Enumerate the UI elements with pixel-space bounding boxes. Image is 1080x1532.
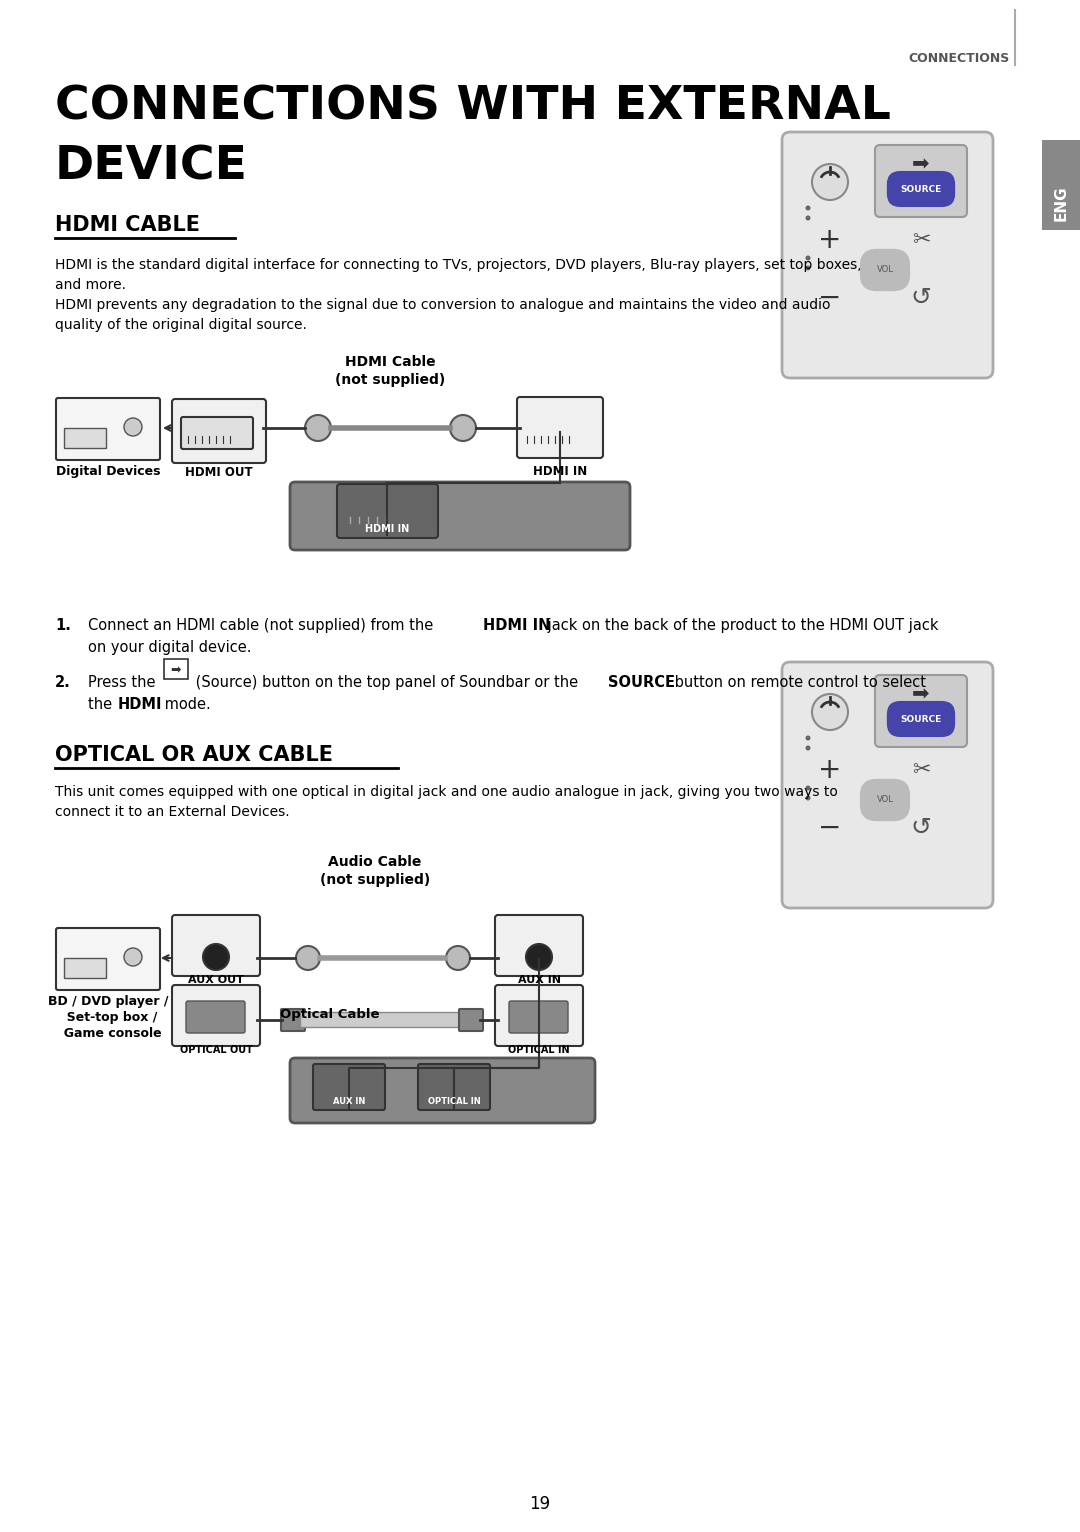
FancyBboxPatch shape bbox=[509, 1000, 568, 1033]
Text: mode.: mode. bbox=[160, 697, 211, 712]
Circle shape bbox=[124, 948, 141, 967]
Text: 19: 19 bbox=[529, 1495, 551, 1514]
FancyBboxPatch shape bbox=[64, 958, 106, 977]
FancyBboxPatch shape bbox=[517, 397, 603, 458]
FancyBboxPatch shape bbox=[172, 915, 260, 976]
Text: the: the bbox=[87, 697, 117, 712]
Text: SOURCE: SOURCE bbox=[901, 714, 942, 723]
FancyBboxPatch shape bbox=[875, 146, 967, 218]
Circle shape bbox=[446, 945, 470, 970]
Text: button on remote control to select: button on remote control to select bbox=[670, 676, 926, 689]
Text: OPTICAL OUT: OPTICAL OUT bbox=[179, 1045, 253, 1056]
Text: 2.: 2. bbox=[55, 676, 71, 689]
Text: HDMI is the standard digital interface for connecting to TVs, projectors, DVD pl: HDMI is the standard digital interface f… bbox=[55, 257, 862, 332]
Text: AUX OUT: AUX OUT bbox=[188, 974, 244, 985]
Text: DEVICE: DEVICE bbox=[55, 146, 248, 190]
Text: +: + bbox=[819, 755, 841, 784]
Circle shape bbox=[806, 256, 810, 260]
Text: −: − bbox=[819, 283, 841, 313]
FancyBboxPatch shape bbox=[291, 483, 630, 550]
FancyBboxPatch shape bbox=[782, 132, 993, 378]
Circle shape bbox=[806, 786, 810, 791]
Text: CONNECTIONS WITH EXTERNAL: CONNECTIONS WITH EXTERNAL bbox=[55, 84, 891, 130]
Text: CONNECTIONS: CONNECTIONS bbox=[908, 52, 1010, 64]
FancyBboxPatch shape bbox=[418, 1065, 490, 1111]
Circle shape bbox=[305, 415, 330, 441]
Text: HDMI IN: HDMI IN bbox=[532, 466, 588, 478]
FancyBboxPatch shape bbox=[495, 915, 583, 976]
Circle shape bbox=[526, 944, 552, 970]
Text: ➡: ➡ bbox=[171, 665, 181, 677]
Text: −: − bbox=[819, 813, 841, 843]
Text: Audio Cable
(not supplied): Audio Cable (not supplied) bbox=[320, 855, 430, 887]
Circle shape bbox=[806, 216, 810, 221]
Text: 1.: 1. bbox=[55, 617, 71, 633]
FancyBboxPatch shape bbox=[337, 484, 438, 538]
Text: This unit comes equipped with one optical in digital jack and one audio analogue: This unit comes equipped with one optica… bbox=[55, 784, 838, 820]
Text: HDMI IN: HDMI IN bbox=[483, 617, 551, 633]
Circle shape bbox=[806, 746, 810, 751]
Text: ↺: ↺ bbox=[910, 286, 931, 309]
Circle shape bbox=[806, 735, 810, 740]
Text: ENG: ENG bbox=[1053, 185, 1068, 221]
Text: VOL: VOL bbox=[877, 265, 893, 274]
Text: BD / DVD player /
  Set-top box /
  Game console: BD / DVD player / Set-top box / Game con… bbox=[48, 994, 168, 1040]
Text: ➡: ➡ bbox=[913, 155, 930, 175]
Text: HDMI CABLE: HDMI CABLE bbox=[55, 214, 200, 234]
FancyBboxPatch shape bbox=[495, 985, 583, 1046]
Text: OPTICAL IN: OPTICAL IN bbox=[428, 1097, 481, 1106]
FancyBboxPatch shape bbox=[1042, 139, 1080, 230]
Text: ↺: ↺ bbox=[910, 817, 931, 840]
Text: HDMI Cable
(not supplied): HDMI Cable (not supplied) bbox=[335, 355, 445, 388]
Text: on your digital device.: on your digital device. bbox=[87, 640, 252, 656]
FancyBboxPatch shape bbox=[186, 1000, 245, 1033]
Text: VOL: VOL bbox=[877, 795, 893, 804]
Circle shape bbox=[812, 694, 848, 731]
Text: ✂: ✂ bbox=[912, 230, 930, 250]
Text: +: + bbox=[819, 227, 841, 254]
Text: HDMI IN: HDMI IN bbox=[365, 524, 409, 535]
FancyBboxPatch shape bbox=[64, 427, 106, 447]
FancyBboxPatch shape bbox=[181, 417, 253, 449]
FancyBboxPatch shape bbox=[782, 662, 993, 908]
Text: ➡: ➡ bbox=[913, 683, 930, 705]
Circle shape bbox=[806, 205, 810, 210]
FancyBboxPatch shape bbox=[875, 676, 967, 748]
FancyBboxPatch shape bbox=[172, 398, 266, 463]
Text: SOURCE: SOURCE bbox=[608, 676, 675, 689]
FancyBboxPatch shape bbox=[300, 1013, 460, 1026]
FancyBboxPatch shape bbox=[172, 985, 260, 1046]
FancyBboxPatch shape bbox=[56, 398, 160, 460]
FancyBboxPatch shape bbox=[281, 1010, 305, 1031]
Text: SOURCE: SOURCE bbox=[901, 184, 942, 193]
Text: Digital Devices: Digital Devices bbox=[56, 466, 160, 478]
Text: AUX IN: AUX IN bbox=[517, 974, 561, 985]
Text: ✂: ✂ bbox=[912, 760, 930, 780]
FancyBboxPatch shape bbox=[164, 659, 188, 679]
Text: jack on the back of the product to the HDMI OUT jack: jack on the back of the product to the H… bbox=[543, 617, 939, 633]
Circle shape bbox=[124, 418, 141, 437]
Text: HDMI OUT: HDMI OUT bbox=[185, 466, 253, 480]
Text: OPTICAL OR AUX CABLE: OPTICAL OR AUX CABLE bbox=[55, 745, 333, 764]
Circle shape bbox=[812, 164, 848, 201]
Circle shape bbox=[450, 415, 476, 441]
Circle shape bbox=[806, 795, 810, 801]
Circle shape bbox=[203, 944, 229, 970]
Text: HDMI: HDMI bbox=[118, 697, 162, 712]
Text: Press the: Press the bbox=[87, 676, 160, 689]
FancyBboxPatch shape bbox=[56, 928, 160, 990]
Text: OPTICAL IN: OPTICAL IN bbox=[509, 1045, 570, 1056]
Circle shape bbox=[296, 945, 320, 970]
Text: (Source) button on the top panel of Soundbar or the: (Source) button on the top panel of Soun… bbox=[191, 676, 583, 689]
FancyBboxPatch shape bbox=[313, 1065, 384, 1111]
Text: Optical Cable: Optical Cable bbox=[280, 1008, 380, 1020]
FancyBboxPatch shape bbox=[291, 1059, 595, 1123]
FancyBboxPatch shape bbox=[459, 1010, 483, 1031]
Circle shape bbox=[806, 265, 810, 271]
Text: AUX IN: AUX IN bbox=[333, 1097, 365, 1106]
Text: Connect an HDMI cable (not supplied) from the: Connect an HDMI cable (not supplied) fro… bbox=[87, 617, 437, 633]
